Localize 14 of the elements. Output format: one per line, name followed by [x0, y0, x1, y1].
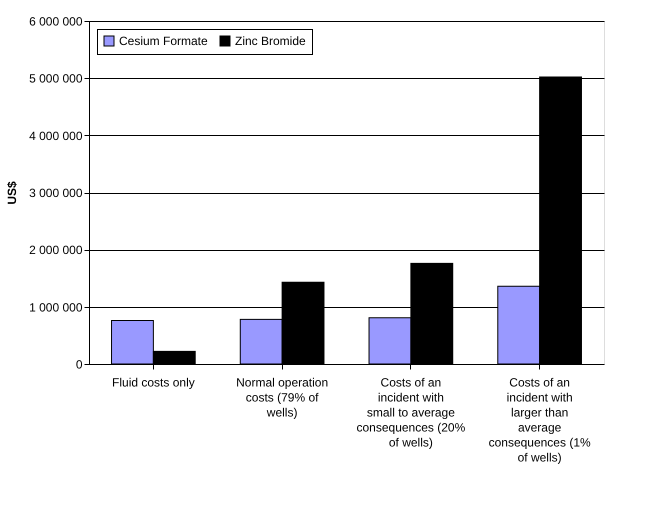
y-tick-label: 4 000 000: [29, 128, 83, 143]
x-tick-label: Fluid costs only: [112, 376, 195, 390]
y-tick-label: 5 000 000: [29, 72, 83, 86]
y-tick-label: 2 000 000: [29, 243, 83, 258]
y-tick-label: 6 000 000: [29, 14, 83, 28]
y-tick-label: 3 000 000: [29, 186, 83, 200]
x-tick-label: Normal operation costs (79% of wells): [236, 376, 328, 420]
legend-label: Cesium Formate: [119, 34, 208, 48]
x-tick-label: Costs of an incident with larger than average consequences (1% of wells): [488, 376, 591, 464]
y-axis-title: US$: [5, 181, 20, 205]
y-tick-label: 0: [76, 358, 83, 372]
y-tick-label: 1 000 000: [29, 300, 83, 314]
x-tick-label: Costs of an incident with small to average consequences (20% of wells): [356, 376, 466, 450]
legend-label: Zinc Bromide: [235, 34, 306, 48]
